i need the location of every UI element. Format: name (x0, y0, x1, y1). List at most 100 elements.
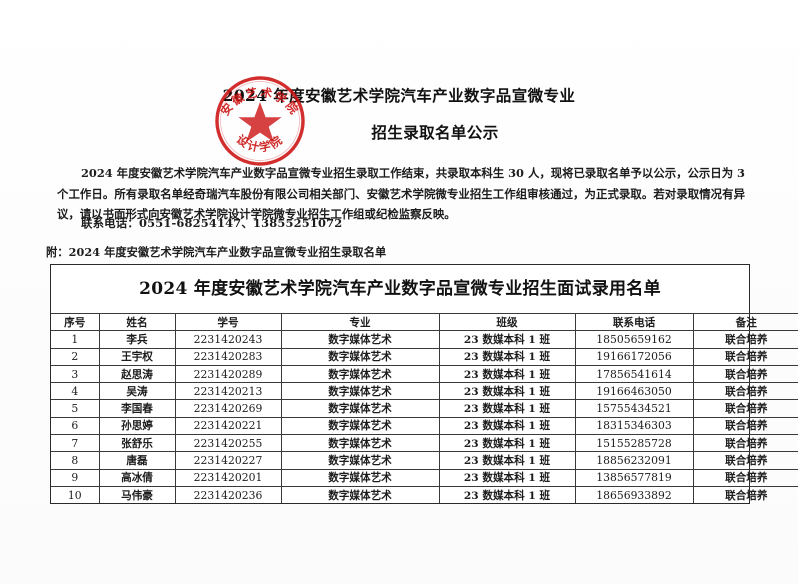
column-header-major: 专业 (280, 312, 440, 331)
cell-class: 23 数媒本科 1 班 (438, 434, 576, 453)
cell-name: 李国春 (98, 399, 176, 418)
cell-remark: 联合培养 (692, 330, 798, 349)
column-header-phone: 联系电话 (574, 312, 694, 331)
roster-table-frame: 2024 年度安徽艺术学院汽车产业数字品宣微专业招生面试录用名单 序号 姓名 学… (50, 264, 798, 505)
contact-line: 联系电话：0551-68254147、13855251072 (57, 215, 342, 231)
cell-remark: 联合培养 (692, 451, 798, 470)
document-title-line-2: 招生录取名单公示 (371, 123, 499, 143)
cell-student-id: 2231420255 (174, 434, 282, 453)
cell-index: 10 (51, 485, 100, 504)
document-header: 2024 年度安徽艺术学院汽车产业数字品宣微专业 招生录取名单公示 (0, 86, 798, 143)
column-header-student-id: 学号 (174, 312, 282, 331)
cell-phone: 19166172056 (574, 347, 694, 366)
table-row: 4 吴涛 2231420213 数字媒体艺术 23 数媒本科 1 班 1916646305… (51, 382, 798, 401)
column-header-name: 姓名 (98, 312, 176, 331)
cell-class: 23 数媒本科 1 班 (438, 364, 576, 384)
cell-index: 3 (51, 364, 100, 384)
column-header-class: 班级 (438, 312, 576, 331)
table-row: 7 张舒乐 2231420255 数字媒体艺术 23 数媒本科 1 班 151552857… (51, 434, 798, 453)
roster-table: 序号 姓名 学号 专业 班级 联系电话 备注 1 李兵 2231420243 数字媒体… (51, 312, 798, 504)
cell-major: 数字媒体艺术 (280, 330, 440, 349)
cell-remark: 联合培养 (692, 382, 798, 401)
cell-major: 数字媒体艺术 (280, 416, 440, 436)
cell-name: 赵思涛 (98, 364, 176, 384)
cell-index: 2 (51, 347, 100, 366)
column-header-remark: 备注 (692, 312, 798, 331)
cell-name: 唐磊 (98, 451, 176, 470)
cell-major: 数字媒体艺术 (280, 382, 440, 401)
table-row: 3 赵思涛 2231420289 数字媒体艺术 23 数媒本科 1 班 178565416… (51, 364, 798, 384)
cell-name: 孙思婷 (98, 416, 176, 436)
cell-major: 数字媒体艺术 (280, 364, 440, 384)
cell-class: 23 数媒本科 1 班 (438, 330, 576, 349)
table-row: 8 唐磊 2231420227 数字媒体艺术 23 数媒本科 1 班 1885623209… (51, 451, 798, 470)
cell-class: 23 数媒本科 1 班 (438, 485, 576, 504)
cell-remark: 联合培养 (692, 364, 798, 384)
cell-name: 马伟豪 (98, 485, 176, 504)
cell-remark: 联合培养 (692, 485, 798, 504)
cell-index: 7 (51, 434, 100, 453)
cell-class: 23 数媒本科 1 班 (438, 347, 576, 366)
cell-remark: 联合培养 (692, 416, 798, 436)
cell-major: 数字媒体艺术 (280, 347, 440, 366)
cell-class: 23 数媒本科 1 班 (438, 416, 576, 436)
cell-student-id: 2231420201 (174, 468, 282, 487)
column-header-index: 序号 (51, 312, 100, 331)
cell-index: 5 (51, 399, 100, 418)
attachment-line: 附：2024 年度安徽艺术学院汽车产业数字品宣微专业招生录取名单 (46, 245, 387, 259)
cell-class: 23 数媒本科 1 班 (438, 451, 576, 470)
cell-remark: 联合培养 (692, 347, 798, 366)
cell-phone: 18656933892 (574, 485, 694, 504)
body-paragraph-text: 2024 年度安徽艺术学院汽车产业数字品宣微专业招生录取工作结束，共录取本科生 … (57, 166, 745, 221)
cell-student-id: 2231420236 (174, 485, 282, 504)
cell-phone: 19166463050 (574, 382, 694, 401)
table-row: 6 孙思婷 2231420221 数字媒体艺术 23 数媒本科 1 班 183153463… (51, 416, 798, 436)
cell-student-id: 2231420227 (174, 451, 282, 470)
cell-student-id: 2231420243 (174, 330, 282, 349)
body-paragraph: 2024 年度安徽艺术学院汽车产业数字品宣微专业招生录取工作结束，共录取本科生 … (57, 163, 745, 225)
cell-name: 高冰倩 (98, 468, 176, 487)
table-row: 2 王宇权 2231420283 数字媒体艺术 23 数媒本科 1 班 191661720… (51, 347, 798, 366)
cell-phone: 18856232091 (574, 451, 694, 470)
cell-phone: 13856577819 (574, 468, 694, 487)
cell-student-id: 2231420221 (174, 416, 282, 436)
cell-student-id: 2231420289 (174, 364, 282, 384)
table-header-row: 序号 姓名 学号 专业 班级 联系电话 备注 (51, 312, 798, 331)
cell-major: 数字媒体艺术 (280, 399, 440, 418)
cell-phone: 15155285728 (574, 434, 694, 453)
table-row: 5 李国春 2231420269 数字媒体艺术 23 数媒本科 1 班 157554345… (51, 399, 798, 418)
cell-index: 6 (51, 416, 100, 436)
cell-index: 4 (51, 382, 100, 401)
cell-phone: 18505659162 (574, 330, 694, 349)
cell-remark: 联合培养 (692, 399, 798, 418)
cell-major: 数字媒体艺术 (280, 434, 440, 453)
cell-major: 数字媒体艺术 (280, 451, 440, 470)
cell-phone: 17856541614 (574, 364, 694, 384)
roster-table-caption: 2024 年度安徽艺术学院汽车产业数字品宣微专业招生面试录用名单 (139, 279, 661, 299)
contact-label: 联系电话： (81, 216, 139, 230)
cell-student-id: 2231420213 (174, 382, 282, 401)
document-title-line-1: 2024 年度安徽艺术学院汽车产业数字品宣微专业 (222, 86, 576, 105)
contact-value: 0551-68254147、13855251072 (138, 216, 343, 230)
cell-remark: 联合培养 (692, 468, 798, 487)
cell-name: 李兵 (98, 330, 176, 349)
cell-phone: 15755434521 (574, 399, 694, 418)
cell-major: 数字媒体艺术 (280, 485, 440, 504)
cell-remark: 联合培养 (692, 434, 798, 453)
cell-name: 吴涛 (98, 382, 176, 401)
cell-class: 23 数媒本科 1 班 (438, 382, 576, 401)
cell-index: 1 (51, 330, 100, 349)
cell-student-id: 2231420269 (174, 399, 282, 418)
cell-name: 张舒乐 (98, 434, 176, 453)
cell-index: 9 (51, 468, 100, 487)
table-row: 9 高冰倩 2231420201 数字媒体艺术 23 数媒本科 1 班 138565778… (51, 468, 798, 487)
cell-index: 8 (51, 451, 100, 470)
cell-name: 王宇权 (98, 347, 176, 366)
cell-major: 数字媒体艺术 (280, 468, 440, 487)
cell-class: 23 数媒本科 1 班 (438, 468, 576, 487)
table-row: 1 李兵 2231420243 数字媒体艺术 23 数媒本科 1 班 1850565916… (51, 330, 798, 349)
cell-class: 23 数媒本科 1 班 (438, 399, 576, 418)
cell-student-id: 2231420283 (174, 347, 282, 366)
table-row: 10 马伟豪 2231420236 数字媒体艺术 23 数媒本科 1 班 18656933… (51, 485, 798, 504)
